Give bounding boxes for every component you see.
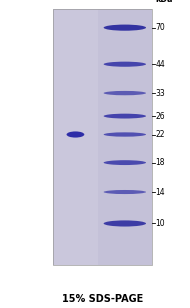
Bar <box>98 9 152 265</box>
Ellipse shape <box>104 160 146 165</box>
Text: 22: 22 <box>155 130 165 139</box>
Ellipse shape <box>104 190 146 194</box>
Ellipse shape <box>104 221 146 226</box>
Ellipse shape <box>104 62 146 67</box>
Ellipse shape <box>104 114 146 119</box>
Text: 18: 18 <box>155 158 165 167</box>
Ellipse shape <box>104 91 146 95</box>
Text: 14: 14 <box>155 188 165 197</box>
Text: 33: 33 <box>155 89 165 98</box>
Ellipse shape <box>104 132 146 137</box>
Ellipse shape <box>104 25 146 31</box>
Text: 44: 44 <box>155 60 165 69</box>
Text: 15% SDS-PAGE: 15% SDS-PAGE <box>62 294 143 304</box>
Text: kDa: kDa <box>156 0 173 3</box>
Text: 70: 70 <box>155 23 165 32</box>
Bar <box>53 9 152 265</box>
Text: 26: 26 <box>155 111 165 121</box>
Bar <box>53 9 152 265</box>
Text: 10: 10 <box>155 219 165 228</box>
Ellipse shape <box>66 132 84 138</box>
Bar <box>53 9 98 265</box>
